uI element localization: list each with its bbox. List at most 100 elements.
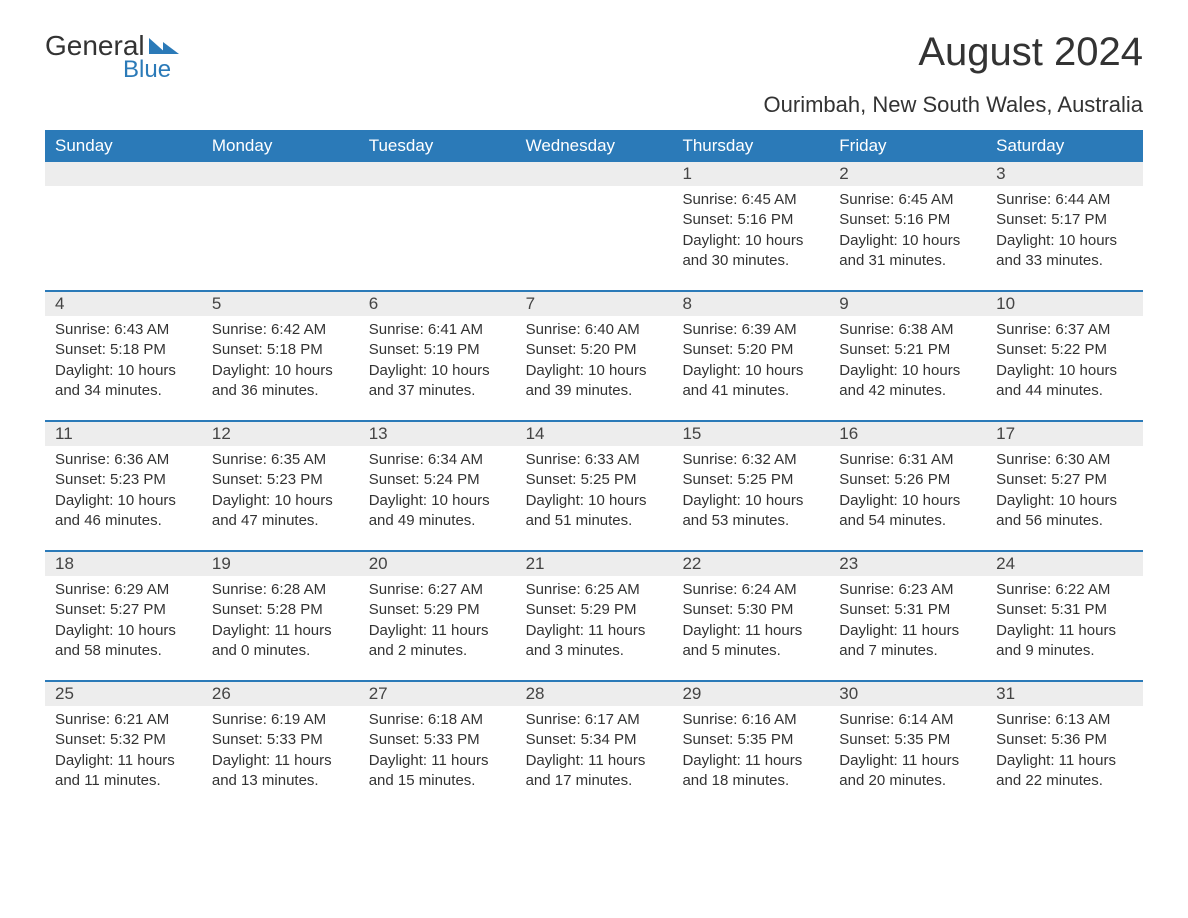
day-sunset: Sunset: 5:36 PM <box>996 730 1133 750</box>
week-row: 18 Sunrise: 6:29 AMSunset: 5:27 PM Dayligh… <box>45 550 1143 680</box>
day-daylight1: Daylight: 11 hours <box>996 751 1133 771</box>
day-cell: 14 Sunrise: 6:33 AMSunset: 5:25 PMDayligh… <box>516 422 673 550</box>
day-body: Sunrise: 6:33 AMSunset: 5:25 PMDaylight:… <box>516 446 673 531</box>
day-body: Sunrise: 6:34 AMSunset: 5:24 PMDaylight:… <box>359 446 516 531</box>
day-sunset: Sunset: 5:30 PM <box>682 600 819 620</box>
day-sunset: Sunset: 5:27 PM <box>55 600 192 620</box>
day-sunset: Sunset: 5:20 PM <box>682 340 819 360</box>
day-body: Sunrise: 6:27 AMSunset: 5:29 PMDaylight:… <box>359 576 516 661</box>
day-body: Sunrise: 6:16 AMSunset: 5:35 PMDaylight:… <box>672 706 829 791</box>
day-number: 26 <box>212 684 231 703</box>
day-number: 9 <box>839 294 848 313</box>
day-sunset: Sunset: 5:29 PM <box>369 600 506 620</box>
day-num-row: 15 <box>672 422 829 446</box>
weekday-monday: Monday <box>202 130 359 162</box>
day-num-row: 14 <box>516 422 673 446</box>
day-sunset: Sunset: 5:26 PM <box>839 470 976 490</box>
day-empty <box>45 162 202 290</box>
day-sunset: Sunset: 5:23 PM <box>55 470 192 490</box>
day-sunrise: Sunrise: 6:35 AM <box>212 450 349 470</box>
day-sunset: Sunset: 5:25 PM <box>526 470 663 490</box>
day-daylight1: Daylight: 10 hours <box>212 361 349 381</box>
day-sunset: Sunset: 5:20 PM <box>526 340 663 360</box>
day-body: Sunrise: 6:17 AMSunset: 5:34 PMDaylight:… <box>516 706 673 791</box>
day-number: 14 <box>526 424 545 443</box>
day-num-row: 23 <box>829 552 986 576</box>
weekday-sunday: Sunday <box>45 130 202 162</box>
day-sunset: Sunset: 5:31 PM <box>996 600 1133 620</box>
day-sunset: Sunset: 5:28 PM <box>212 600 349 620</box>
day-sunset: Sunset: 5:21 PM <box>839 340 976 360</box>
day-sunrise: Sunrise: 6:21 AM <box>55 710 192 730</box>
day-num-row: 7 <box>516 292 673 316</box>
day-num-row <box>516 162 673 186</box>
day-number: 29 <box>682 684 701 703</box>
day-sunset: Sunset: 5:24 PM <box>369 470 506 490</box>
day-number: 30 <box>839 684 858 703</box>
day-body: Sunrise: 6:44 AMSunset: 5:17 PMDaylight:… <box>986 186 1143 271</box>
day-daylight2: and 13 minutes. <box>212 771 349 791</box>
day-daylight2: and 53 minutes. <box>682 511 819 531</box>
weekday-saturday: Saturday <box>986 130 1143 162</box>
day-cell: 11 Sunrise: 6:36 AMSunset: 5:23 PMDayligh… <box>45 422 202 550</box>
day-sunrise: Sunrise: 6:44 AM <box>996 190 1133 210</box>
day-daylight1: Daylight: 10 hours <box>526 361 663 381</box>
header-row: General Blue August 2024 <box>45 30 1143 84</box>
day-sunrise: Sunrise: 6:43 AM <box>55 320 192 340</box>
day-sunrise: Sunrise: 6:31 AM <box>839 450 976 470</box>
day-num-row: 26 <box>202 682 359 706</box>
day-number: 31 <box>996 684 1015 703</box>
day-sunset: Sunset: 5:33 PM <box>369 730 506 750</box>
day-num-row: 25 <box>45 682 202 706</box>
day-daylight1: Daylight: 10 hours <box>526 491 663 511</box>
day-num-row: 1 <box>672 162 829 186</box>
day-cell: 15Sunrise: 6:32 AMSunset: 5:25 PMDayligh… <box>672 422 829 550</box>
day-body: Sunrise: 6:25 AMSunset: 5:29 PMDaylight:… <box>516 576 673 661</box>
day-num-row <box>359 162 516 186</box>
day-daylight1: Daylight: 11 hours <box>212 621 349 641</box>
triangle-icon <box>149 36 181 56</box>
day-cell: 25Sunrise: 6:21 AMSunset: 5:32 PMDayligh… <box>45 682 202 810</box>
day-number: 11 <box>55 424 73 443</box>
logo: General Blue <box>45 30 181 84</box>
day-body: Sunrise: 6:40 AMSunset: 5:20 PMDaylight:… <box>516 316 673 401</box>
day-sunrise: Sunrise: 6:29 AM <box>55 580 192 600</box>
day-sunrise: Sunrise: 6:28 AM <box>212 580 349 600</box>
day-cell: 23Sunrise: 6:23 AMSunset: 5:31 PMDayligh… <box>829 552 986 680</box>
day-daylight2: and 39 minutes. <box>526 381 663 401</box>
day-number: 18 <box>55 554 74 573</box>
day-daylight2: and 5 minutes. <box>682 641 819 661</box>
day-sunset: Sunset: 5:16 PM <box>682 210 819 230</box>
day-num-row: 17 <box>986 422 1143 446</box>
day-num-row: 21 <box>516 552 673 576</box>
day-daylight1: Daylight: 11 hours <box>839 621 976 641</box>
weekday-header: SundayMondayTuesdayWednesdayThursdayFrid… <box>45 130 1143 162</box>
day-number: 8 <box>682 294 691 313</box>
day-daylight2: and 20 minutes. <box>839 771 976 791</box>
day-num-row <box>202 162 359 186</box>
day-number: 2 <box>839 164 848 183</box>
day-sunrise: Sunrise: 6:18 AM <box>369 710 506 730</box>
day-daylight2: and 46 minutes. <box>55 511 192 531</box>
day-cell: 3 Sunrise: 6:44 AMSunset: 5:17 PMDaylight… <box>986 162 1143 290</box>
day-daylight2: and 22 minutes. <box>996 771 1133 791</box>
day-sunrise: Sunrise: 6:27 AM <box>369 580 506 600</box>
day-sunrise: Sunrise: 6:37 AM <box>996 320 1133 340</box>
day-num-row: 18 <box>45 552 202 576</box>
day-number: 3 <box>996 164 1005 183</box>
day-num-row: 30 <box>829 682 986 706</box>
day-sunset: Sunset: 5:16 PM <box>839 210 976 230</box>
day-daylight2: and 2 minutes. <box>369 641 506 661</box>
day-body: Sunrise: 6:36 AMSunset: 5:23 PMDaylight:… <box>45 446 202 531</box>
day-daylight2: and 30 minutes. <box>682 251 819 271</box>
day-daylight2: and 33 minutes. <box>996 251 1133 271</box>
day-number: 17 <box>996 424 1015 443</box>
day-num-row: 31 <box>986 682 1143 706</box>
day-daylight1: Daylight: 10 hours <box>55 361 192 381</box>
day-num-row: 2 <box>829 162 986 186</box>
weekday-thursday: Thursday <box>672 130 829 162</box>
day-daylight2: and 49 minutes. <box>369 511 506 531</box>
day-number: 22 <box>682 554 701 573</box>
day-sunrise: Sunrise: 6:30 AM <box>996 450 1133 470</box>
day-daylight1: Daylight: 10 hours <box>996 491 1133 511</box>
